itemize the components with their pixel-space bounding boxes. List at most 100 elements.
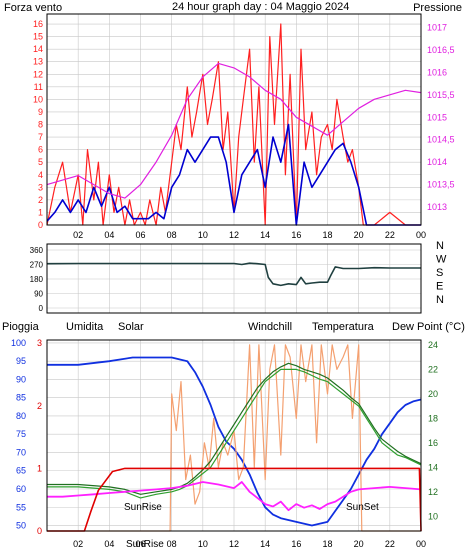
sunrise-annotation-lower: SunRise — [124, 502, 162, 513]
temp-x-tick: 06 — [135, 539, 145, 549]
compass-label: N — [436, 294, 444, 306]
temp-x-tick: 04 — [104, 539, 114, 549]
direction-y-tick: 180 — [30, 275, 44, 284]
temp-series — [47, 344, 422, 532]
temp-y-tick: 18 — [428, 413, 438, 423]
direction-y-tick: 0 — [39, 304, 44, 313]
wind-y-tick: 11 — [34, 82, 43, 92]
wind-x-tick: 16 — [291, 230, 301, 240]
humidity-y-tick-labels: 50 55 60 65 70 75 80 85 90 95 100 — [11, 338, 26, 531]
pressure-y-tick: 1017 — [427, 22, 447, 32]
compass-label: E — [436, 281, 443, 293]
solar-line — [47, 344, 421, 532]
wind-pressure-series — [46, 23, 422, 226]
wind-x-tick-labels: 02 04 06 08 10 12 14 16 18 20 22 00 — [73, 230, 426, 240]
solar-label: Solar — [118, 321, 144, 333]
temp-plot-frame — [46, 339, 422, 532]
temp-y-tick-labels: 10 12 14 16 18 20 22 24 — [428, 340, 438, 521]
wind-y-tick: 1 — [38, 207, 43, 217]
humidity-y-tick: 90 — [16, 374, 26, 384]
humidity-y-tick: 100 — [11, 338, 26, 348]
pressure-y-tick-labels: 1013 1013,5 1014 1014,5 1015 1015,5 1016 1016,5… — [427, 22, 455, 212]
humidity-y-tick: 95 — [16, 356, 26, 366]
direction-series — [46, 262, 421, 287]
wind-y-tick: 14 — [33, 44, 43, 54]
pressure-axis-title: Pressione — [413, 2, 462, 14]
compass-label: N — [436, 240, 444, 252]
rain-y-tick-labels: 0 1 2 3 — [37, 338, 42, 536]
wind-y-tick: 6 — [38, 145, 43, 155]
wind-x-tick: 10 — [198, 230, 208, 240]
temp-y-tick: 22 — [428, 364, 438, 374]
wind-y-tick: 4 — [38, 170, 43, 180]
temp-y-tick: 16 — [428, 438, 438, 448]
humidity-y-tick: 50 — [16, 521, 26, 531]
temp-x-tick: 18 — [322, 539, 332, 549]
pressure-y-tick: 1014,5 — [427, 135, 455, 145]
dewpoint-line — [47, 481, 422, 512]
direction-y-tick: 360 — [30, 246, 44, 255]
wind-x-tick: 22 — [385, 230, 395, 240]
rain-y-tick: 2 — [37, 401, 42, 411]
wind_avg-line — [46, 123, 421, 226]
humidity-y-tick: 80 — [16, 411, 26, 421]
windchill-line — [47, 368, 422, 499]
temp-x-tick: 12 — [229, 539, 239, 549]
wind-pressure-grid — [46, 14, 422, 226]
humidity-y-tick: 75 — [16, 429, 26, 439]
direction-y-tick: 90 — [34, 290, 43, 299]
wind-y-tick: 7 — [38, 132, 43, 142]
temp-x-tick: 10 — [198, 539, 208, 549]
direction-plot-frame — [46, 243, 422, 314]
pressure-y-tick: 1016 — [427, 67, 447, 77]
wind-x-tick: 06 — [135, 230, 145, 240]
wind-y-tick: 10 — [33, 94, 43, 104]
direction-line — [46, 262, 421, 287]
wind-y-tick: 5 — [38, 157, 43, 167]
dewpoint-label: Dew Point (°C) — [392, 321, 465, 333]
rain-y-tick: 3 — [37, 338, 42, 348]
temp-x-tick: 16 — [291, 539, 301, 549]
windchill-label: Windchill — [248, 321, 292, 333]
wind-pressure-plot-frame — [46, 13, 422, 226]
wind-x-tick: 04 — [104, 230, 114, 240]
wind-x-tick: 12 — [229, 230, 239, 240]
temperature-label: Temperatura — [312, 321, 375, 333]
rain-y-tick: 0 — [37, 526, 42, 536]
wind-y-tick: 2 — [38, 195, 43, 205]
wind-y-tick: 8 — [38, 120, 43, 130]
temp-x-tick-labels: 02 04 06 08 10 12 14 16 18 20 22 00 — [73, 539, 426, 549]
pressure-y-tick: 1015 — [427, 112, 447, 122]
temp-y-tick: 24 — [428, 340, 438, 350]
humidity-label: Umidita — [66, 321, 104, 333]
temp-x-tick: 02 — [73, 539, 83, 549]
pressure-y-tick: 1016,5 — [427, 45, 455, 55]
pressure-y-tick: 1014 — [427, 157, 447, 167]
direction-y-tick: 270 — [30, 261, 44, 270]
wind-x-tick: 20 — [354, 230, 364, 240]
humidity-line — [47, 356, 422, 527]
temp-y-tick: 12 — [428, 487, 438, 497]
temp-x-tick: 14 — [260, 539, 270, 549]
temp-x-tick: 00 — [416, 539, 426, 549]
temp-x-tick: 22 — [385, 539, 395, 549]
temp-y-tick: 14 — [428, 462, 438, 472]
temp-x-tick: 08 — [167, 539, 177, 549]
wind-x-tick: 18 — [322, 230, 332, 240]
pressure-y-tick: 1013,5 — [427, 180, 455, 190]
wind-y-tick: 3 — [38, 182, 43, 192]
rain-y-tick: 1 — [37, 463, 42, 473]
temp-y-tick: 10 — [428, 511, 438, 521]
wind-y-tick: 9 — [38, 107, 43, 117]
wind-x-tick: 00 — [416, 230, 426, 240]
humidity-y-tick: 65 — [16, 466, 26, 476]
wind-y-tick: 13 — [33, 57, 43, 67]
humidity-y-tick: 55 — [16, 502, 26, 512]
pressure-line — [46, 62, 422, 199]
humidity-y-tick: 70 — [16, 447, 26, 457]
wind-axis-title: Forza vento — [4, 2, 62, 14]
